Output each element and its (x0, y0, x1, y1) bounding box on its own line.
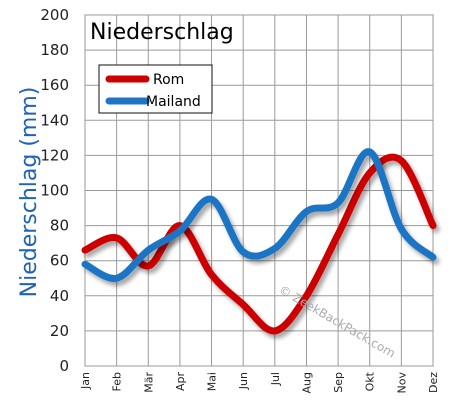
series-lines (81, 148, 437, 335)
data-point-rom (211, 274, 212, 275)
data-point-mailand (243, 251, 244, 252)
data-point-mailand (85, 264, 86, 265)
data-point-rom (274, 330, 275, 331)
y-tick-label: 200 (40, 6, 69, 24)
legend: Rom Mailand (98, 64, 213, 114)
y-axis-ticks: 0 20 40 60 80 100 120 140 160 180 200 (40, 6, 69, 375)
data-point-rom (338, 234, 339, 235)
data-point-mailand (369, 151, 370, 152)
x-tick-label: Aug (300, 372, 313, 393)
x-tick-label: Feb (111, 372, 124, 391)
y-tick-label: 20 (50, 322, 69, 340)
x-tick-label: Jul (269, 372, 282, 386)
data-point-rom (433, 225, 434, 226)
data-point-rom (401, 160, 402, 161)
data-point-rom (369, 172, 370, 173)
series-line-mailand (81, 148, 437, 282)
x-tick-label: Apr (174, 372, 187, 392)
x-tick-label: Nov (395, 372, 408, 394)
x-tick-label: Jun (237, 372, 250, 390)
x-tick-label: Dez (427, 372, 440, 393)
watermark: © ZeekBackPack.com (277, 282, 398, 360)
data-point-rom (148, 265, 149, 266)
y-tick-label: 80 (50, 217, 69, 235)
legend-box (98, 64, 213, 114)
y-tick-label: 120 (40, 146, 69, 164)
data-point-mailand (116, 278, 117, 279)
legend-label-mailand: Mailand (146, 94, 201, 110)
y-tick-label: 160 (40, 76, 69, 94)
x-tick-label: Mär (142, 372, 155, 393)
data-point-rom (116, 237, 117, 238)
data-point-mailand (179, 230, 180, 231)
data-point-rom (243, 304, 244, 305)
data-point-mailand (433, 257, 434, 258)
x-tick-label: Okt (364, 371, 377, 391)
y-tick-label: 140 (40, 111, 69, 129)
series-line-rom (81, 153, 437, 335)
legend-label-rom: Rom (153, 72, 184, 88)
data-point-mailand (338, 202, 339, 203)
data-point-mailand (306, 211, 307, 212)
y-tick-label: 60 (50, 252, 69, 270)
x-tick-label: Mai (206, 372, 219, 391)
x-tick-label: Jan (79, 372, 92, 390)
y-tick-label: 100 (40, 182, 69, 200)
data-point-mailand (211, 199, 212, 200)
y-tick-label: 40 (50, 287, 69, 305)
y-tick-label: 0 (59, 357, 69, 375)
data-point-rom (85, 250, 86, 251)
data-point-mailand (401, 229, 402, 230)
data-point-mailand (148, 250, 149, 251)
data-point-mailand (274, 248, 275, 249)
y-axis-label: Niederschlag (mm) (17, 87, 42, 298)
x-tick-label: Sep (332, 372, 345, 393)
y-tick-label: 180 (40, 41, 69, 59)
x-axis-ticks: Jan Feb Mär Apr Mai Jun Jul Aug Sep Okt Nov Dez (79, 371, 440, 393)
chart-title: Niederschlag (90, 20, 234, 45)
